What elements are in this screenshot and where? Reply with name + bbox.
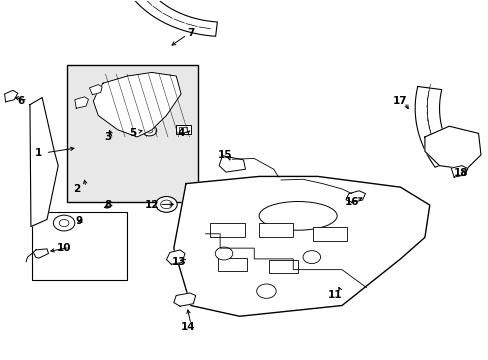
Polygon shape — [89, 85, 102, 95]
Polygon shape — [450, 166, 467, 177]
Circle shape — [146, 128, 153, 133]
Bar — [268, 260, 298, 273]
Text: 7: 7 — [187, 28, 194, 38]
Polygon shape — [173, 293, 195, 306]
Text: 11: 11 — [327, 290, 341, 300]
Bar — [178, 127, 187, 132]
Text: 5: 5 — [128, 129, 136, 138]
Text: 18: 18 — [453, 168, 468, 178]
Bar — [217, 258, 246, 271]
Polygon shape — [424, 126, 480, 169]
Text: 9: 9 — [75, 216, 82, 226]
Polygon shape — [166, 250, 184, 264]
Circle shape — [142, 125, 157, 136]
Ellipse shape — [259, 202, 336, 230]
Text: 17: 17 — [392, 96, 407, 106]
Circle shape — [53, 215, 75, 231]
Polygon shape — [30, 98, 58, 226]
Circle shape — [303, 251, 320, 264]
Circle shape — [156, 197, 177, 212]
Text: 1: 1 — [35, 148, 42, 158]
Circle shape — [59, 220, 69, 226]
Circle shape — [160, 200, 172, 209]
Text: 10: 10 — [57, 243, 71, 253]
FancyBboxPatch shape — [32, 212, 127, 280]
Bar — [210, 223, 244, 237]
Text: 8: 8 — [104, 200, 111, 210]
Polygon shape — [93, 72, 181, 137]
Text: 2: 2 — [73, 184, 80, 194]
Bar — [312, 227, 346, 241]
Polygon shape — [4, 90, 18, 102]
Polygon shape — [414, 86, 456, 167]
Polygon shape — [173, 176, 429, 316]
Text: 16: 16 — [344, 197, 358, 207]
FancyBboxPatch shape — [66, 65, 198, 202]
Bar — [259, 223, 293, 237]
Text: 3: 3 — [104, 132, 111, 142]
Polygon shape — [124, 0, 217, 36]
Polygon shape — [75, 97, 88, 108]
Text: 4: 4 — [177, 129, 184, 138]
Text: 13: 13 — [171, 257, 185, 267]
Circle shape — [256, 284, 276, 298]
Circle shape — [215, 247, 232, 260]
Text: 6: 6 — [18, 96, 25, 106]
Text: 15: 15 — [217, 150, 232, 160]
Polygon shape — [219, 156, 245, 172]
Text: 12: 12 — [144, 200, 159, 210]
Bar — [176, 125, 190, 134]
Polygon shape — [345, 191, 365, 202]
Text: 14: 14 — [181, 322, 195, 332]
